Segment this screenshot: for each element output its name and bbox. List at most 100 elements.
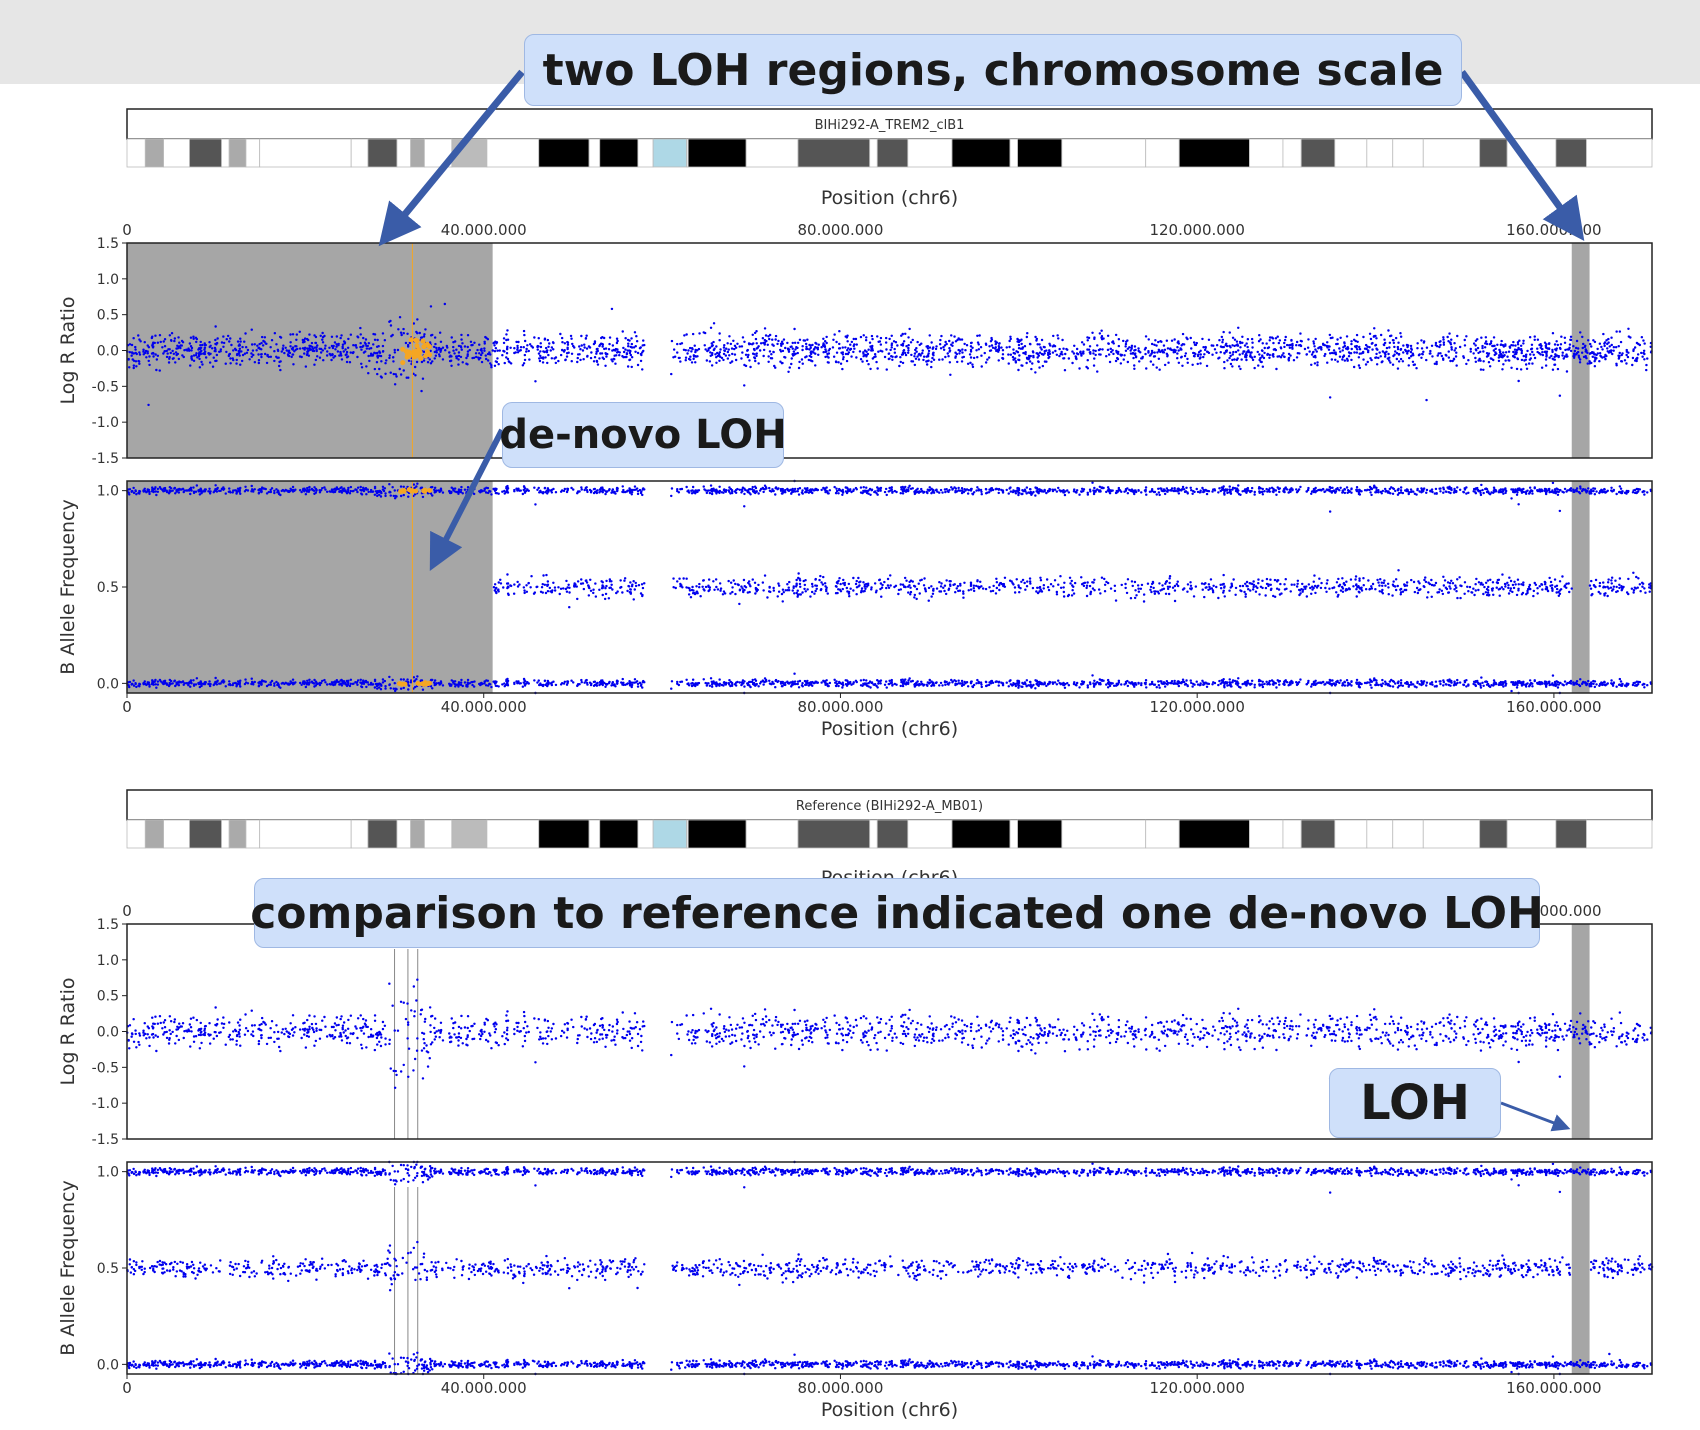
y-tick-label: 0.5	[97, 989, 119, 1005]
x-tick-label-top: 0	[122, 221, 132, 239]
data-points	[126, 479, 1653, 695]
cytoband	[259, 138, 352, 168]
data-points	[126, 1160, 1654, 1376]
highlight-points	[396, 487, 433, 687]
x-tick-label: 160.000.000	[1506, 698, 1601, 716]
cytoband	[221, 138, 230, 168]
x-tick-label: 40.000.000	[441, 698, 527, 716]
x-axis-label-top: Position (chr6)	[821, 187, 958, 209]
cytoband	[1145, 138, 1180, 168]
x-tick-label-top: 40.000.000	[441, 221, 527, 239]
cytoband	[687, 138, 747, 168]
cytoband	[189, 138, 222, 168]
cytoband	[221, 819, 230, 849]
y-tick-label: 0.5	[97, 1261, 119, 1277]
cytoband	[1366, 819, 1394, 849]
x-tick-label: 0	[122, 698, 132, 716]
y-tick-label: 1.0	[97, 953, 119, 969]
y-tick-label: 0.0	[97, 676, 119, 692]
arrow-to-first-loh	[378, 69, 525, 247]
arrow-to-reference-loh	[1500, 1101, 1571, 1132]
cytoband	[1017, 138, 1063, 168]
cytoband	[1506, 819, 1557, 849]
loh-callout: LOH	[1329, 1068, 1501, 1138]
cytoband	[652, 819, 688, 849]
y-tick-label: -1.0	[92, 1096, 119, 1112]
cytoband	[588, 138, 601, 168]
x-tick-label: 80.000.000	[798, 698, 884, 716]
x-tick-label: 0	[122, 1379, 132, 1397]
cytoband	[1145, 819, 1180, 849]
cytoband	[1334, 819, 1368, 849]
cytoband	[1366, 138, 1394, 168]
chart-title-box	[126, 789, 1653, 821]
cytoband	[126, 819, 146, 849]
cytoband	[245, 138, 261, 168]
y-axis-label: B Allele Frequency	[57, 1180, 79, 1355]
x-tick-label: 160.000.000	[1506, 1379, 1601, 1397]
cytoband	[637, 819, 654, 849]
cytoband	[1061, 138, 1147, 168]
y-tick-label: -0.5	[92, 379, 119, 395]
x-tick-label-top: 120.000.000	[1149, 221, 1244, 239]
comparison-callout: comparison to reference indicated one de…	[250, 878, 1544, 948]
loh-region	[1571, 924, 1590, 1139]
cytoband	[410, 138, 425, 168]
y-tick-label: -0.5	[92, 1060, 119, 1076]
arrow-to-second-loh	[1459, 69, 1585, 242]
cytoband	[1009, 138, 1018, 168]
cytoband	[396, 138, 412, 168]
cytoband	[126, 138, 146, 168]
x-tick-label: 40.000.000	[441, 1379, 527, 1397]
arrow-to-de-novo-loh	[429, 428, 505, 572]
chart-1: BIHi292-A_TREM2_clB1 Position (chr6) 0 40.0…	[57, 108, 1653, 740]
x-tick-label-top: 160.000.000	[1506, 221, 1601, 239]
cytoband	[228, 819, 247, 849]
cytoband	[599, 138, 639, 168]
cytoband	[1586, 138, 1653, 168]
y-tick-label: 1.0	[97, 484, 119, 500]
cytoband	[652, 138, 688, 168]
y-tick-label: 0.0	[97, 344, 119, 360]
cytoband	[1178, 138, 1250, 168]
two-loh-regions-callout: two LOH regions, chromosome scale	[524, 34, 1462, 106]
cytoband	[637, 138, 654, 168]
x-tick-label: 120.000.000	[1149, 698, 1244, 716]
y-axis-label: B Allele Frequency	[57, 499, 79, 674]
cytoband	[1479, 819, 1508, 849]
cytoband	[538, 138, 590, 168]
y-tick-label: 0.0	[97, 1357, 119, 1373]
cytoband	[486, 138, 540, 168]
cytoband	[144, 819, 165, 849]
cytoband	[1009, 819, 1018, 849]
y-tick-label: 0.5	[97, 308, 119, 324]
cytoband	[907, 138, 953, 168]
cytoband	[951, 138, 1011, 168]
cytoband	[951, 819, 1011, 849]
cytoband	[797, 819, 871, 849]
cytoband	[907, 819, 953, 849]
y-tick-label: 1.5	[97, 917, 119, 933]
y-tick-label: -1.5	[92, 451, 119, 467]
y-tick-label: 1.0	[97, 1165, 119, 1181]
cytoband	[1178, 819, 1250, 849]
cytoband	[1061, 819, 1147, 849]
y-tick-label: -1.5	[92, 1132, 119, 1148]
cytoband	[1422, 819, 1481, 849]
highlight-points	[400, 337, 433, 366]
x-tick-label-top: 0	[122, 902, 132, 920]
y-tick-label: 0.5	[97, 580, 119, 596]
loh-region	[1571, 243, 1590, 458]
cytoband	[876, 138, 909, 168]
cytoband	[876, 819, 909, 849]
b-allele-frequency-panel: 0.0 0.5 1.0 B Allele Frequency	[57, 479, 1653, 695]
cytoband	[245, 819, 261, 849]
cytoband	[599, 819, 639, 849]
cytoband	[1017, 819, 1063, 849]
cytoband	[1249, 138, 1284, 168]
cytoband	[687, 819, 747, 849]
x-axis-label: Position (chr6)	[821, 718, 958, 740]
de-novo-loh-callout: de-novo LOH	[499, 402, 787, 468]
cytoband	[1586, 819, 1653, 849]
y-tick-label: -1.0	[92, 415, 119, 431]
